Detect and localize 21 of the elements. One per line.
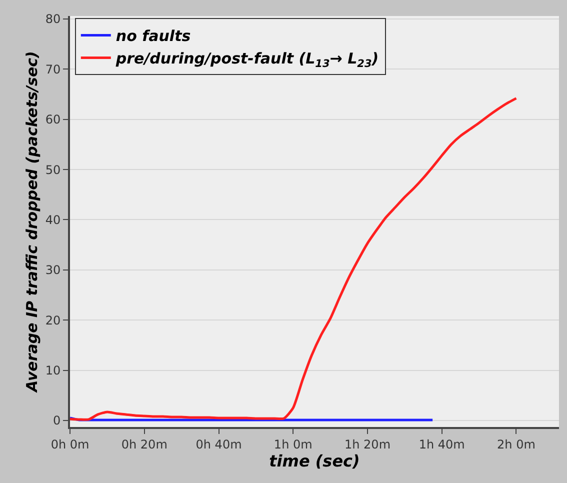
y-tick-label: 70	[45, 62, 61, 76]
x-axis-title: time (sec)	[269, 451, 360, 470]
y-tick-label: 80	[45, 12, 61, 26]
y-tick-label: 40	[45, 212, 61, 227]
x-tick-label: 0h 40m	[196, 437, 242, 452]
y-tick-label: 10	[45, 363, 61, 378]
y-tick-label: 30	[45, 263, 61, 278]
y-tick-label: 0	[52, 414, 61, 428]
x-tick-label: 1h 20m	[344, 437, 390, 452]
y-tick-label: 60	[45, 112, 61, 127]
y-axis-title: Average IP traffic dropped (packets/sec)	[23, 51, 42, 393]
x-tick-label: 0h 20m	[121, 437, 168, 452]
legend-label: pre/during/post-fault (L$_{13}$→ L$_{23}$)	[114, 50, 379, 70]
legend-label: no faults	[116, 27, 191, 46]
x-tick-label: 1h 0m	[274, 437, 312, 452]
x-tick-label: 1h 40m	[418, 437, 465, 452]
x-tick-label: 2h 0m	[497, 437, 536, 452]
line-series	[70, 97, 518, 421]
y-tick-label: 50	[45, 162, 61, 177]
y-tick-label: 20	[45, 313, 61, 328]
x-tick-label: 0h 0m	[50, 437, 90, 452]
